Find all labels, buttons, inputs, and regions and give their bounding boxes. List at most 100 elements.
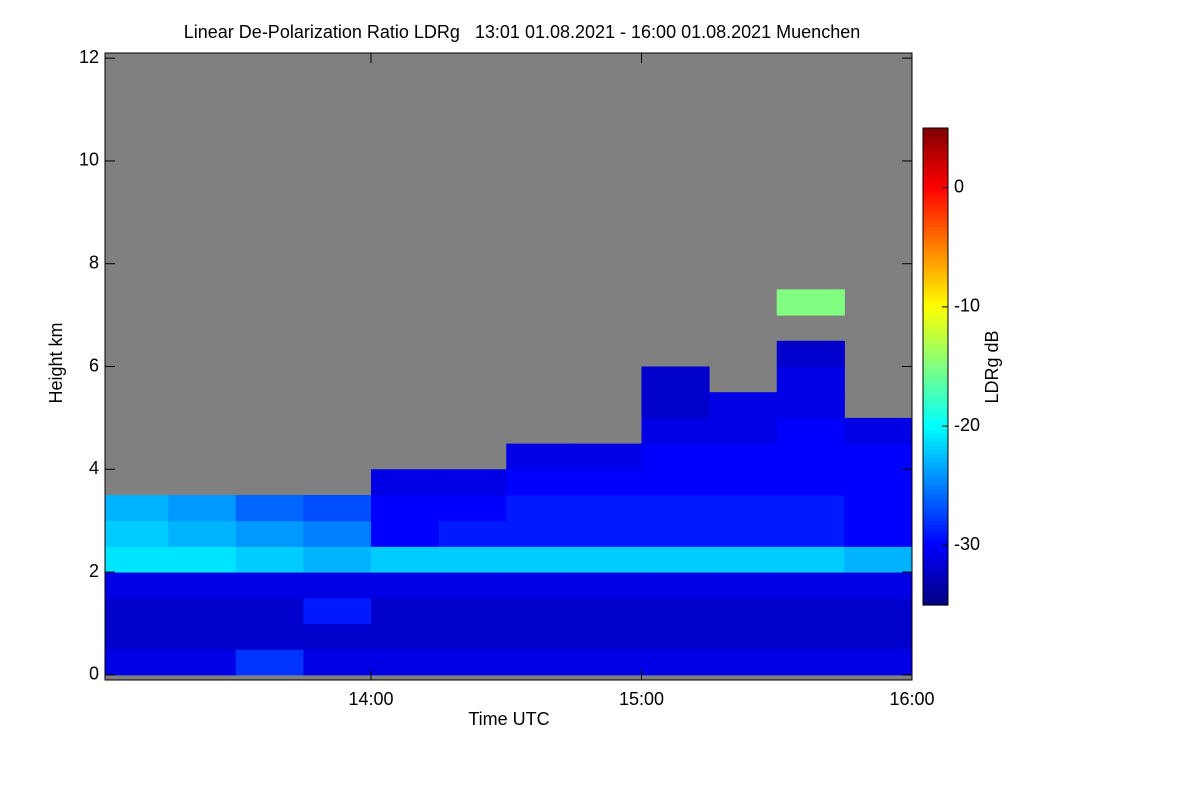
colorbar-segment <box>923 382 948 387</box>
heatmap-cell <box>641 546 710 573</box>
heatmap-cell <box>844 443 913 470</box>
colorbar-segment <box>923 187 948 193</box>
heatmap-cell <box>844 572 913 599</box>
colorbar-segment <box>923 497 948 503</box>
heatmap-cell <box>438 469 507 496</box>
y-tick-label: 6 <box>89 355 99 375</box>
colorbar-segment <box>923 545 948 550</box>
heatmap-cell <box>709 494 778 522</box>
colorbar-segment <box>923 227 948 232</box>
colorbar-segment <box>923 398 948 403</box>
heatmap-cell <box>168 494 237 522</box>
heatmap-cell <box>844 417 913 445</box>
heatmap-cell <box>709 546 778 573</box>
colorbar-segment <box>923 147 948 153</box>
colorbar-segment <box>923 597 948 602</box>
heatmap-cell <box>438 546 507 573</box>
colorbar-segment <box>923 390 948 395</box>
colorbar-segment <box>923 283 948 288</box>
colorbar-segment <box>923 430 948 435</box>
colorbar-segment <box>923 334 948 340</box>
colorbar-segment <box>923 163 948 169</box>
heatmap-cell <box>776 340 845 367</box>
colorbar-segment <box>923 358 948 364</box>
heatmap-cell <box>303 649 372 676</box>
heatmap-cell <box>776 392 845 419</box>
heatmap-cell <box>168 597 237 624</box>
colorbar-segment <box>923 235 948 240</box>
colorbar-segment <box>923 501 948 507</box>
colorbar-segment <box>923 342 948 348</box>
heatmap-cell <box>709 417 778 445</box>
heatmap-cell <box>370 494 440 522</box>
colorbar-segment <box>923 485 948 491</box>
colorbar-segment <box>923 593 948 598</box>
heatmap-cell <box>303 572 372 599</box>
colorbar-segment <box>923 151 948 157</box>
heatmap-cell <box>506 623 575 650</box>
heatmap-cell <box>438 597 507 624</box>
heatmap-cell <box>105 597 169 624</box>
colorbar-segment <box>923 223 948 228</box>
heatmap-cell <box>776 366 845 393</box>
colorbar-segment <box>923 215 948 221</box>
colorbar-frame <box>922 127 949 606</box>
colorbar-segment <box>923 131 948 137</box>
colorbar-segment <box>923 378 948 383</box>
colorbar-segment <box>923 386 948 391</box>
colorbar-segment <box>923 302 948 308</box>
x-tick-label: 16:00 <box>889 689 934 709</box>
colorbar-segment <box>923 203 948 209</box>
colorbar-segment <box>923 243 948 248</box>
colorbar-segment <box>923 346 948 352</box>
colorbar-segment <box>923 442 948 447</box>
colorbar-segment <box>923 589 948 594</box>
heatmap-cell <box>506 469 575 496</box>
colorbar-segment <box>923 279 948 284</box>
colorbar-segment <box>923 509 948 515</box>
colorbar-segment <box>923 525 948 531</box>
heatmap-cell <box>844 649 913 676</box>
colorbar-segment <box>923 287 948 292</box>
colorbar-segment <box>923 314 948 320</box>
heatmap-cell <box>709 572 778 599</box>
colorbar-segment <box>923 469 948 475</box>
colorbar-segment <box>923 457 948 463</box>
colorbar-segment <box>923 259 948 264</box>
heatmap-cell <box>506 494 575 522</box>
heatmap-cell <box>105 623 169 650</box>
colorbar-segment <box>923 489 948 495</box>
heatmap-cell <box>235 597 304 624</box>
colorbar-label: LDRg dB <box>982 330 1002 403</box>
heatmap-cell <box>573 623 642 650</box>
heatmap-cell <box>438 623 507 650</box>
colorbar-segment <box>923 207 948 213</box>
heatmap-cell <box>709 623 778 650</box>
colorbar-segment <box>923 267 948 272</box>
x-tick-label: 14:00 <box>348 689 393 709</box>
x-axis-label: Time UTC <box>468 709 549 729</box>
colorbar-segment <box>923 473 948 479</box>
colorbar-segment <box>923 481 948 487</box>
heatmap-cell <box>776 289 845 316</box>
heatmap-cell <box>303 494 372 522</box>
heatmap-cell <box>776 469 845 496</box>
heatmap-cell <box>709 520 778 547</box>
heatmap-cell <box>641 417 710 445</box>
heatmap-cell <box>709 649 778 676</box>
heatmap-cell <box>844 597 913 624</box>
x-tick-label: 15:00 <box>619 689 664 709</box>
heatmap-cell <box>235 546 304 573</box>
heatmap-cell <box>303 546 372 573</box>
heatmap-cell <box>168 572 237 599</box>
heatmap-cell <box>573 469 642 496</box>
colorbar-segment <box>923 449 948 455</box>
heatmap-cell <box>573 520 642 547</box>
heatmap-cell <box>709 597 778 624</box>
heatmap-cell <box>641 469 710 496</box>
heatmap-cell <box>844 623 913 650</box>
heatmap-cell <box>303 597 372 624</box>
heatmap-cell <box>641 494 710 522</box>
colorbar-segment <box>923 581 948 586</box>
